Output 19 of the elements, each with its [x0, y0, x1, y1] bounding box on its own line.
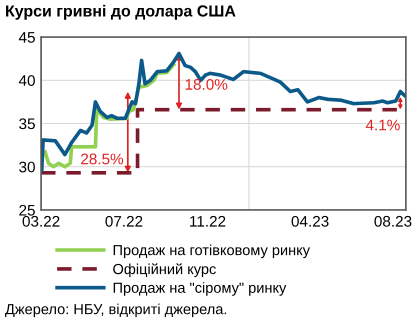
x-tick-label: 03.22	[22, 216, 60, 227]
y-tick-label: 40	[18, 75, 35, 86]
annotation: 28.5%	[81, 154, 124, 164]
y-tick-label: 35	[19, 118, 35, 130]
legend-label: Продаж на "сірому" ринку	[114, 282, 286, 296]
annotation: 18.0%	[186, 79, 228, 90]
x-tick-label: 11.22	[190, 216, 226, 227]
y-tick-label: 30	[19, 162, 35, 172]
x-tick-label: 08.23	[374, 216, 412, 227]
chart-title: Курси гривні до долара США	[6, 4, 236, 20]
annotation: 4.1%	[366, 120, 400, 130]
line-series	[41, 52, 406, 172]
legend-label: Офіційний курс	[113, 263, 216, 278]
text: Джерело: НБУ, відкриті джерела.	[5, 304, 226, 318]
y-tick-label: 45	[18, 32, 35, 43]
y-tick-label: 25	[19, 204, 35, 216]
x-tick-label: 04.23	[292, 216, 329, 227]
legend-label: Продаж на готівковому ринку	[114, 244, 310, 258]
x-tick-label: 07.22	[105, 216, 142, 227]
